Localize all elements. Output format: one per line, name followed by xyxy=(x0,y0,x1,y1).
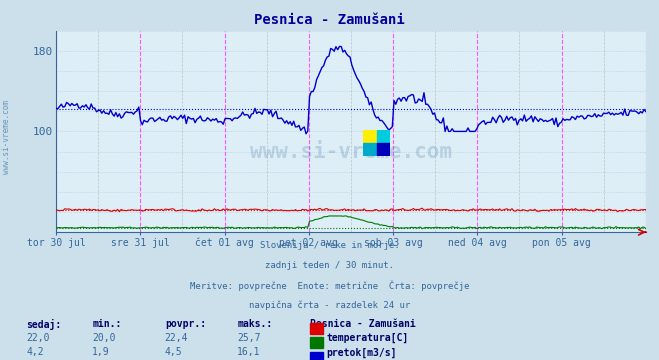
Text: 22,0: 22,0 xyxy=(26,333,50,343)
Text: www.si-vreme.com: www.si-vreme.com xyxy=(2,100,11,174)
Bar xyxy=(362,143,376,156)
Text: pretok[m3/s]: pretok[m3/s] xyxy=(326,347,397,357)
Text: www.si-vreme.com: www.si-vreme.com xyxy=(250,141,452,162)
Text: 20,0: 20,0 xyxy=(92,333,116,343)
Text: navpična črta - razdelek 24 ur: navpična črta - razdelek 24 ur xyxy=(249,301,410,310)
Text: 25,7: 25,7 xyxy=(237,333,261,343)
Text: sedaj:: sedaj: xyxy=(26,319,61,330)
Text: 22,4: 22,4 xyxy=(165,333,188,343)
Bar xyxy=(362,130,376,143)
Text: Slovenija / reke in morje.: Slovenija / reke in morje. xyxy=(260,241,399,250)
Text: povpr.:: povpr.: xyxy=(165,319,206,329)
Text: 4,2: 4,2 xyxy=(26,347,44,357)
Text: Pesnica - Zamušani: Pesnica - Zamušani xyxy=(310,319,415,329)
Text: 16,1: 16,1 xyxy=(237,347,261,357)
Text: Pesnica - Zamušani: Pesnica - Zamušani xyxy=(254,13,405,27)
Text: maks.:: maks.: xyxy=(237,319,272,329)
Bar xyxy=(376,130,390,143)
Text: min.:: min.: xyxy=(92,319,122,329)
Text: Meritve: povprečne  Enote: metrične  Črta: povprečje: Meritve: povprečne Enote: metrične Črta:… xyxy=(190,281,469,291)
Text: 4,5: 4,5 xyxy=(165,347,183,357)
Text: zadnji teden / 30 minut.: zadnji teden / 30 minut. xyxy=(265,261,394,270)
Bar xyxy=(376,143,390,156)
Text: temperatura[C]: temperatura[C] xyxy=(326,333,409,343)
Text: 1,9: 1,9 xyxy=(92,347,110,357)
